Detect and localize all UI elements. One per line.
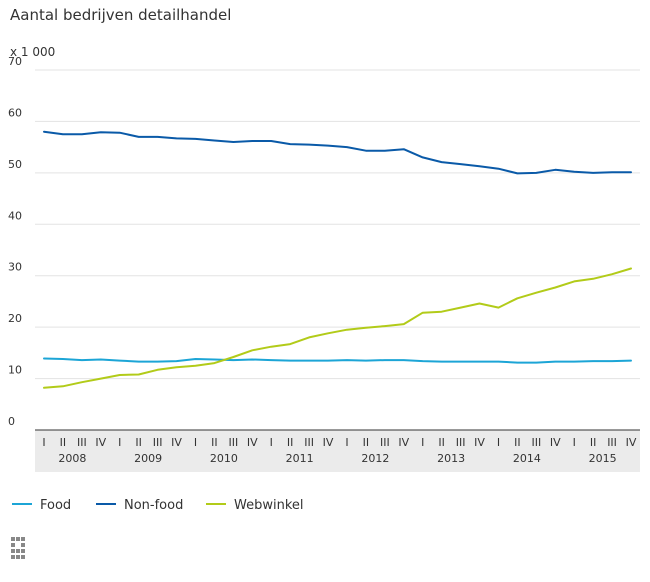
x-tick-label: III: [228, 436, 238, 449]
unit-label: x 1 000: [10, 45, 55, 59]
x-axis-band: [35, 430, 640, 472]
y-tick-label: 10: [8, 364, 22, 377]
x-tick-label: I: [118, 436, 121, 449]
x-year-label: 2012: [361, 452, 389, 465]
x-tick-label: IV: [95, 436, 106, 449]
x-tick-label: III: [153, 436, 163, 449]
legend-label-food: Food: [40, 498, 71, 513]
y-tick-label: 0: [8, 415, 15, 428]
x-tick-label: III: [380, 436, 390, 449]
series-line-non-food: [43, 130, 632, 175]
x-tick-label: II: [438, 436, 445, 449]
x-tick-label: III: [304, 436, 314, 449]
x-year-label: 2015: [589, 452, 617, 465]
x-tick-label: II: [135, 436, 142, 449]
x-tick-label: I: [270, 436, 273, 449]
y-tick-label: 40: [8, 209, 22, 222]
x-tick-label: IV: [398, 436, 409, 449]
x-tick-label: III: [607, 436, 617, 449]
x-axis-year-labels: 2008 2009 2010 2011 2012 2013 2014 2015: [58, 452, 616, 465]
x-year-label: 2013: [437, 452, 465, 465]
series-line-webwinkel: [43, 267, 632, 389]
legend: Food Non-food Webwinkel: [12, 498, 304, 513]
x-year-label: 2009: [134, 452, 162, 465]
y-axis-ticks: 0 10 20 30 40 50 60 70: [8, 55, 22, 428]
grid: [35, 69, 640, 380]
cbs-logo-icon: [11, 537, 25, 559]
x-tick-label: IV: [550, 436, 561, 449]
x-tick-label: IV: [474, 436, 485, 449]
y-tick-label: 70: [8, 55, 22, 68]
x-tick-label: II: [590, 436, 597, 449]
x-tick-label: II: [287, 436, 294, 449]
x-tick-label: I: [421, 436, 424, 449]
x-tick-label: I: [194, 436, 197, 449]
series-line-food: [43, 357, 632, 364]
x-year-label: 2010: [210, 452, 238, 465]
x-tick-label: III: [77, 436, 87, 449]
chart-title: Aantal bedrijven detailhandel: [10, 6, 231, 24]
x-tick-label: I: [497, 436, 500, 449]
x-tick-label: I: [345, 436, 348, 449]
x-year-label: 2008: [58, 452, 86, 465]
legend-label-non-food: Non-food: [124, 498, 183, 513]
x-tick-label: II: [60, 436, 67, 449]
x-tick-label: IV: [247, 436, 258, 449]
x-year-label: 2014: [513, 452, 541, 465]
y-tick-label: 60: [8, 106, 22, 119]
x-tick-label: III: [456, 436, 466, 449]
x-year-label: 2011: [286, 452, 314, 465]
series-lines: [43, 130, 632, 389]
legend-label-webwinkel: Webwinkel: [234, 498, 304, 513]
y-tick-label: 20: [8, 312, 22, 325]
y-tick-label: 30: [8, 261, 22, 274]
x-tick-label: II: [514, 436, 521, 449]
x-tick-label: IV: [171, 436, 182, 449]
x-tick-label: IV: [323, 436, 334, 449]
x-tick-label: I: [42, 436, 45, 449]
x-tick-label: IV: [626, 436, 637, 449]
y-tick-label: 50: [8, 158, 22, 171]
x-tick-label: II: [363, 436, 370, 449]
x-tick-label: II: [211, 436, 218, 449]
x-axis-quarter-labels: I II III IV I II III IV I II III IV I II III IV I II III IV…: [42, 436, 636, 449]
x-tick-label: III: [531, 436, 541, 449]
x-tick-label: I: [573, 436, 576, 449]
